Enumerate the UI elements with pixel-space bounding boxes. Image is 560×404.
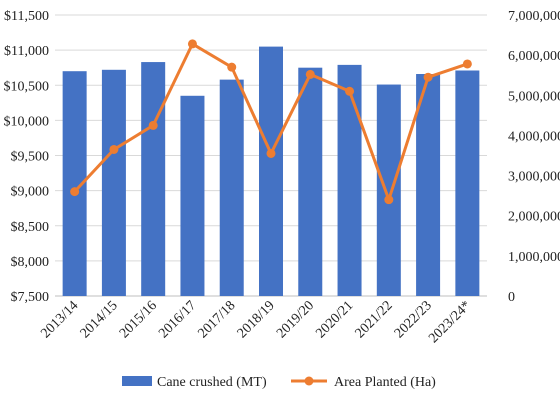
- left-tick-label: $9,000: [11, 185, 50, 200]
- line-point: [70, 187, 80, 197]
- right-tick-label: 1,000,000: [508, 250, 560, 265]
- bar: [101, 69, 126, 296]
- bar: [298, 67, 323, 296]
- left-tick-label: $11,000: [4, 44, 49, 59]
- x-tick-label: 2019/20: [274, 298, 317, 341]
- right-tick-label: 3,000,000: [508, 170, 560, 185]
- legend-label-cane-crushed: Cane crushed (MT): [157, 375, 267, 390]
- legend-bar-swatch: [122, 376, 152, 386]
- line-point: [148, 120, 158, 130]
- left-tick-label: $11,500: [4, 9, 49, 24]
- left-tick-label: $9,500: [11, 150, 50, 165]
- x-tick-label: 2021/22: [353, 298, 396, 341]
- bar: [219, 79, 244, 296]
- bar: [180, 95, 205, 296]
- x-tick-label: 2016/17: [156, 298, 199, 341]
- x-tick-label: 2018/19: [235, 298, 278, 341]
- cane-crushed-bars: [62, 46, 480, 296]
- right-tick-label: 2,000,000: [508, 210, 560, 225]
- bar: [376, 84, 401, 296]
- line-point: [462, 59, 472, 69]
- left-tick-label: $10,000: [4, 114, 50, 129]
- left-tick-label: $10,500: [4, 79, 50, 94]
- line-point: [305, 69, 315, 79]
- line-point: [423, 72, 433, 82]
- line-point: [384, 195, 394, 205]
- x-tick-label: 2017/18: [195, 298, 238, 341]
- bar: [416, 74, 441, 296]
- right-axis-ticks: 0 1,000,000 2,000,000 3,000,000 4,000,000 5,0…: [508, 9, 560, 305]
- right-tick-label: 5,000,000: [508, 89, 560, 104]
- bar: [455, 70, 480, 296]
- bar: [259, 46, 283, 296]
- right-tick-label: 4,000,000: [508, 129, 560, 144]
- legend-line-marker: [304, 376, 314, 386]
- x-tick-label: 2023/24*: [426, 298, 474, 346]
- left-tick-label: $8,500: [11, 220, 50, 235]
- x-tick-label: 2015/16: [117, 298, 160, 341]
- left-axis-ticks: $7,500 $8,000 $8,500 $9,000 $9,500 $10,000 $10…: [4, 9, 50, 305]
- left-tick-label: $8,000: [11, 255, 50, 270]
- bar: [141, 62, 166, 296]
- left-tick-label: $7,500: [11, 290, 50, 305]
- right-tick-label: 0: [508, 290, 515, 305]
- line-point: [266, 148, 276, 158]
- line-point: [109, 144, 119, 154]
- line-point: [227, 62, 237, 72]
- legend: Cane crushed (MT) Area Planted (Ha): [122, 375, 436, 390]
- right-tick-label: 7,000,000: [508, 9, 560, 24]
- x-tick-label: 2014/15: [78, 298, 121, 341]
- area-planted-line: [70, 39, 472, 205]
- line-point: [187, 39, 197, 49]
- bar: [337, 64, 362, 296]
- x-tick-label: 2020/21: [313, 298, 356, 341]
- right-tick-label: 6,000,000: [508, 49, 560, 64]
- x-axis-ticks: 2013/142014/152015/162016/172017/182018/…: [38, 298, 474, 346]
- legend-label-area-planted: Area Planted (Ha): [334, 375, 436, 390]
- line-point: [345, 86, 355, 96]
